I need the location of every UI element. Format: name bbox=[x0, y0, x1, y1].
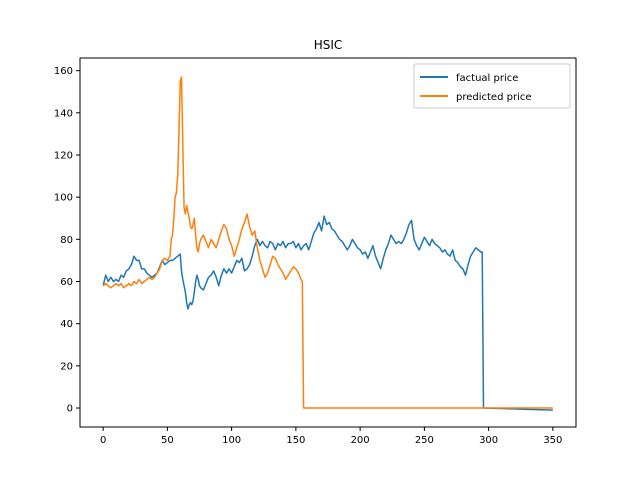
x-tick-label: 50 bbox=[161, 435, 174, 446]
legend-label-predicted-price: predicted price bbox=[456, 92, 532, 103]
legend: factual price predicted price bbox=[413, 63, 571, 109]
y-tick-label: 120 bbox=[54, 150, 73, 161]
y-tick-label: 140 bbox=[54, 108, 73, 119]
x-tick-label: 300 bbox=[479, 435, 498, 446]
plot-frame bbox=[79, 57, 577, 428]
x-tick-label: 150 bbox=[286, 435, 305, 446]
plot-lines bbox=[102, 76, 553, 411]
series-line-factual-price bbox=[102, 215, 553, 411]
y-tick-label: 80 bbox=[60, 235, 73, 246]
y-tick-label: 40 bbox=[60, 319, 73, 330]
x-tick-label: 350 bbox=[543, 435, 562, 446]
axes-ticks: 0 50 100 150 200 250 300 350 0 20 40 60 80 100 120 140 1… bbox=[54, 66, 563, 446]
legend-box bbox=[413, 63, 571, 109]
chart-title: HSIC bbox=[314, 38, 343, 52]
legend-label-factual-price: factual price bbox=[456, 73, 518, 84]
y-tick-label: 160 bbox=[54, 66, 73, 77]
y-tick-label: 0 bbox=[67, 404, 73, 415]
y-tick-label: 60 bbox=[60, 277, 73, 288]
series-line-predicted-price bbox=[102, 76, 553, 409]
y-tick-label: 100 bbox=[54, 193, 73, 204]
y-tick-label: 20 bbox=[60, 361, 73, 372]
x-tick-label: 100 bbox=[222, 435, 241, 446]
x-tick-label: 200 bbox=[351, 435, 370, 446]
x-tick-label: 0 bbox=[100, 435, 106, 446]
x-tick-label: 250 bbox=[415, 435, 434, 446]
